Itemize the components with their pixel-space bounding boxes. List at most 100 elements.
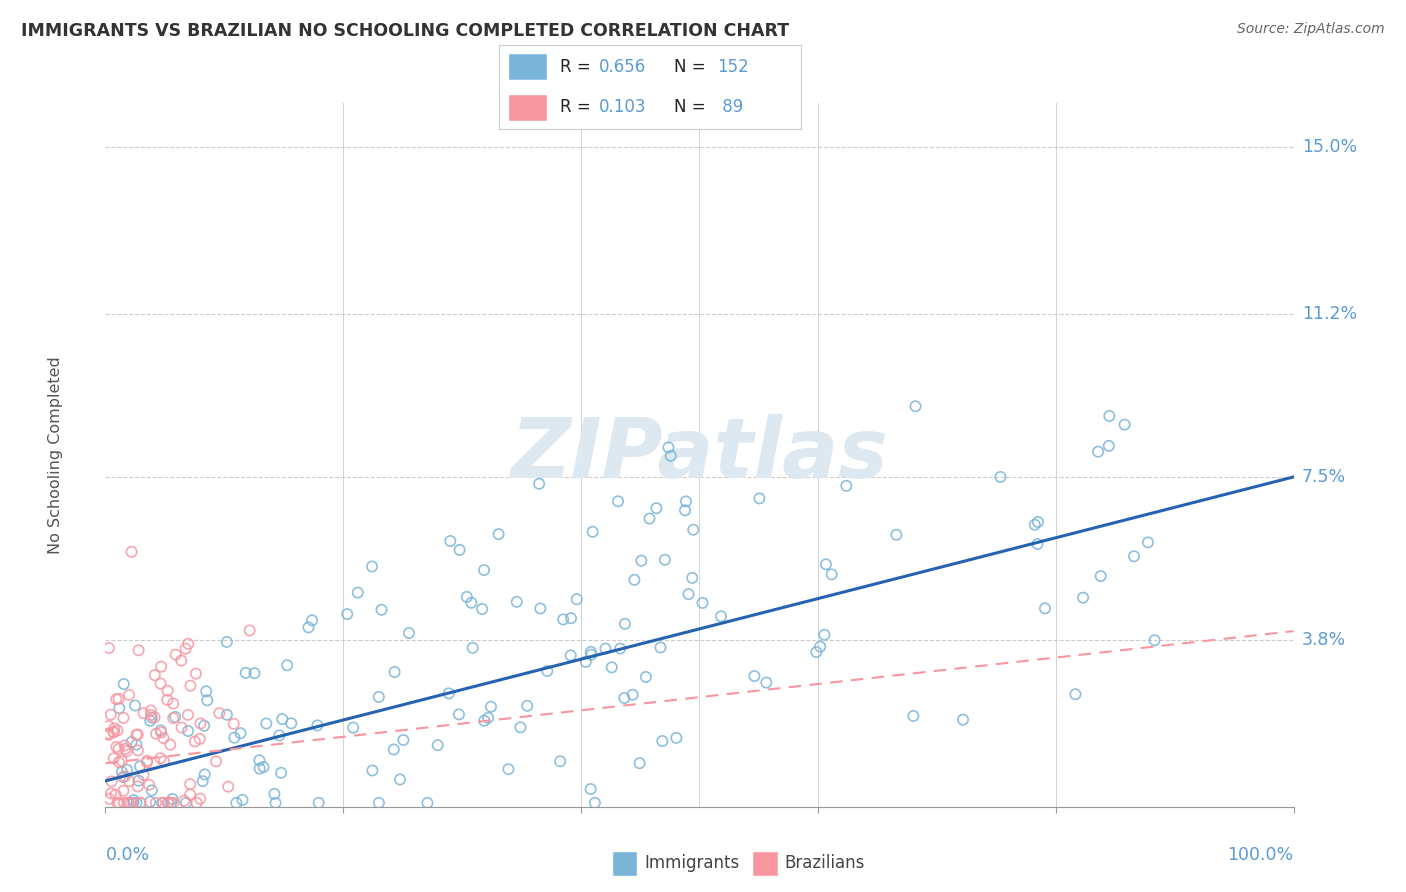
Point [654, 553, 676, 567]
Point [252, 760, 274, 774]
Point [382, 742, 405, 756]
Point [553, 612, 575, 626]
Point [107, 691, 129, 706]
Point [1024, 517, 1046, 532]
Point [125, 796, 148, 810]
Point [271, 712, 294, 726]
Point [1033, 601, 1056, 615]
Point [127, 727, 149, 741]
Point [808, 640, 831, 654]
Point [280, 716, 302, 731]
Point [239, 624, 262, 638]
Point [122, 796, 145, 810]
Point [614, 616, 637, 631]
Point [97, 640, 120, 655]
Point [657, 441, 679, 455]
Text: 0.0%: 0.0% [105, 846, 149, 864]
Point [613, 691, 636, 706]
Text: No Schooling Completed: No Schooling Completed [48, 356, 63, 554]
Point [157, 796, 180, 810]
Point [162, 711, 184, 725]
Point [426, 738, 449, 752]
Point [179, 679, 201, 693]
Point [156, 796, 179, 810]
Point [150, 725, 173, 739]
Point [1026, 515, 1049, 529]
Point [235, 665, 257, 680]
Point [477, 711, 499, 725]
Point [886, 528, 908, 542]
Text: IMMIGRANTS VS BRAZILIAN NO SCHOOLING COMPLETED CORRELATION CHART: IMMIGRANTS VS BRAZILIAN NO SCHOOLING COM… [21, 22, 789, 40]
Point [388, 772, 411, 787]
Point [1098, 409, 1121, 423]
Point [367, 796, 389, 810]
Point [472, 714, 495, 728]
Point [107, 723, 129, 738]
Point [416, 796, 439, 810]
Text: 3.8%: 3.8% [1302, 631, 1346, 648]
Point [581, 648, 603, 662]
Point [579, 645, 602, 659]
Point [215, 635, 238, 649]
Point [1143, 633, 1166, 648]
Point [103, 751, 125, 765]
Point [104, 788, 127, 802]
Point [307, 718, 329, 732]
Point [121, 545, 143, 559]
Point [173, 794, 195, 808]
Point [190, 716, 212, 731]
Text: ZIPatlas: ZIPatlas [510, 415, 889, 495]
Point [904, 399, 927, 413]
Point [297, 620, 319, 634]
Point [488, 527, 510, 541]
Point [437, 686, 460, 700]
Point [177, 637, 200, 651]
Point [581, 524, 603, 539]
Point [129, 759, 152, 773]
Point [111, 764, 134, 779]
Point [645, 501, 668, 516]
Point [145, 727, 167, 741]
Point [813, 628, 835, 642]
Point [132, 706, 155, 721]
Point [1064, 687, 1087, 701]
Point [114, 769, 136, 783]
Point [184, 666, 207, 681]
Point [136, 756, 159, 770]
Point [108, 796, 131, 810]
Point [179, 777, 201, 791]
Point [174, 641, 197, 656]
Point [1087, 444, 1109, 458]
Point [398, 626, 420, 640]
Point [217, 780, 239, 794]
Point [156, 693, 179, 707]
Point [579, 782, 602, 797]
Point [100, 786, 122, 800]
Text: N =: N = [675, 58, 711, 76]
Text: N =: N = [675, 98, 711, 116]
Point [1098, 439, 1121, 453]
Point [681, 571, 703, 585]
Point [174, 796, 197, 810]
Point [139, 708, 162, 723]
Point [97, 728, 120, 742]
Point [229, 726, 252, 740]
Point [188, 791, 211, 805]
Point [149, 751, 172, 765]
Point [103, 725, 125, 739]
Point [191, 774, 214, 789]
Point [162, 792, 184, 806]
Point [516, 698, 538, 713]
Point [1026, 537, 1049, 551]
Point [370, 603, 392, 617]
Point [1071, 591, 1094, 605]
Point [152, 796, 174, 810]
Point [143, 710, 166, 724]
Point [744, 669, 766, 683]
Point [111, 770, 134, 784]
Point [509, 720, 531, 734]
Text: 11.2%: 11.2% [1302, 305, 1357, 323]
Point [821, 567, 844, 582]
Point [160, 796, 183, 810]
Point [308, 796, 330, 810]
